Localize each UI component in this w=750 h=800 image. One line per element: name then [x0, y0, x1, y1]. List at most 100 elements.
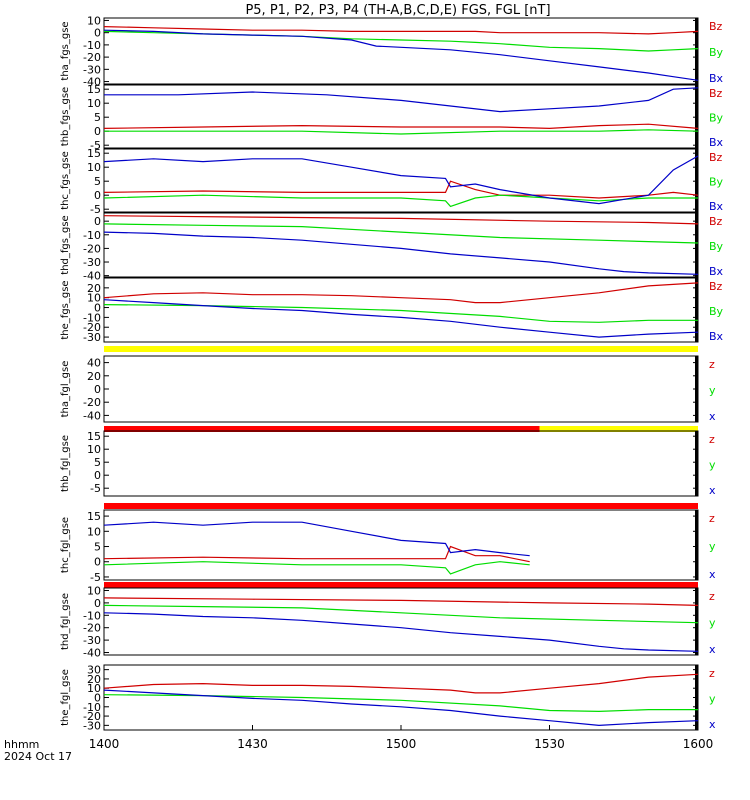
panel-frame — [103, 430, 699, 497]
legend-z: z — [709, 358, 715, 371]
panel-frame — [103, 212, 699, 278]
series-line-y — [103, 694, 698, 713]
y-tick-label: 15 — [87, 430, 101, 443]
y-tick-label: 5 — [94, 175, 101, 188]
legend-By: By — [709, 112, 724, 125]
y-tick-label: -20 — [83, 242, 101, 255]
x-axis: 1400 1430 1500 1530 1600 — [89, 725, 714, 751]
date-label: 2024 Oct 17 — [4, 750, 72, 763]
series-line-By — [103, 223, 699, 244]
y-tick-label: -10 — [83, 701, 101, 714]
y-tick-label: 20 — [87, 673, 101, 686]
y-tick-label: 10 — [87, 292, 101, 305]
legend-y: y — [709, 384, 716, 397]
series-line-Bz — [103, 26, 699, 35]
panel-ylabel: thc_fgs_gse — [60, 151, 71, 210]
legend-Bx: Bx — [709, 265, 724, 278]
legend-x: x — [709, 484, 716, 497]
y-tick-label: -20 — [83, 396, 101, 409]
series-line-Bx — [103, 29, 699, 81]
panel-frame — [103, 355, 699, 423]
legend-y: y — [709, 693, 716, 706]
y-tick-label: 10 — [87, 14, 101, 27]
panel-ylabel: the_fgs_gse — [60, 280, 71, 339]
status-bar — [104, 582, 698, 588]
y-tick-label: 10 — [87, 443, 101, 456]
y-tick-label: 20 — [87, 370, 101, 383]
y-tick-label: -10 — [83, 39, 101, 52]
series-line-x — [103, 689, 699, 727]
legend-x: x — [709, 718, 716, 731]
y-tick-label: -20 — [83, 321, 101, 334]
y-tick-label: 0 — [94, 215, 101, 228]
panel-ylabel: the_fgl_gse — [60, 669, 71, 726]
panel-edge-strip — [695, 85, 698, 148]
y-tick-label: 5 — [94, 456, 101, 469]
legend-Bx: Bx — [709, 72, 724, 85]
series-line-Bz — [103, 123, 699, 130]
x-tick-label: 1400 — [89, 737, 120, 751]
panel-frame — [103, 509, 699, 581]
y-tick-label: 0 — [94, 469, 101, 482]
y-tick-label: -40 — [83, 647, 101, 660]
panel-thc_fgl_gse: 15 10 5 0 -5 thc_fgl_gse z y x — [60, 503, 716, 584]
x-tick-label: 1530 — [534, 737, 565, 751]
panel-edge-strip — [695, 213, 698, 277]
y-tick-label: 10 — [87, 682, 101, 695]
series-line-Bx — [103, 231, 699, 275]
y-tick-label: 15 — [87, 83, 101, 96]
y-tick-label: 0 — [94, 125, 101, 138]
panel-edge-strip — [695, 588, 698, 655]
legend-x: x — [709, 410, 716, 423]
y-tick-label: -30 — [83, 256, 101, 269]
y-tick-label: -40 — [83, 270, 101, 283]
legend-By: By — [709, 240, 724, 253]
y-tick-label: 0 — [94, 556, 101, 569]
y-tick-label: 10 — [87, 584, 101, 597]
y-tick-label: -5 — [90, 203, 101, 216]
y-tick-label: 0 — [94, 189, 101, 202]
x-tick-label: 1600 — [683, 737, 714, 751]
series-line-Bz — [103, 282, 699, 304]
legend-Bz: Bz — [709, 215, 723, 228]
status-bar — [104, 346, 698, 352]
series-line-y — [103, 561, 530, 575]
y-tick-label: -20 — [83, 622, 101, 635]
y-tick-label: 15 — [87, 510, 101, 523]
series-line-By — [103, 304, 698, 323]
y-tick-label: -20 — [83, 51, 101, 64]
series-line-By — [103, 30, 699, 52]
y-tick-label: 20 — [87, 282, 101, 295]
legend-Bx: Bx — [709, 200, 724, 213]
series-line-By — [103, 194, 698, 208]
series-line-z — [103, 545, 530, 563]
panel-edge-strip — [695, 431, 698, 496]
legend-x: x — [709, 568, 716, 581]
y-tick-label: 0 — [94, 597, 101, 610]
y-tick-label: -20 — [83, 710, 101, 723]
y-tick-label: 40 — [87, 357, 101, 370]
y-tick-label: -30 — [83, 331, 101, 344]
y-tick-label: 0 — [94, 692, 101, 705]
panel-edge-strip — [695, 149, 698, 212]
y-tick-label: 0 — [94, 302, 101, 315]
y-tick-label: 0 — [94, 383, 101, 396]
legend-By: By — [709, 176, 724, 189]
x-tick-label: 1430 — [237, 737, 268, 751]
panel-ylabel: tha_fgl_gse — [60, 361, 71, 418]
panel-frame — [103, 587, 699, 656]
y-tick-label: 10 — [87, 97, 101, 110]
series-line-Bx — [103, 155, 699, 205]
legend-x: x — [709, 643, 716, 656]
legend-Bx: Bx — [709, 136, 724, 149]
panel-edge-strip — [695, 18, 698, 84]
panel-frame — [103, 148, 699, 213]
series-line-Bx — [104, 87, 699, 113]
y-tick-label: 15 — [87, 147, 101, 160]
status-bar — [539, 426, 698, 432]
legend-y: y — [709, 459, 716, 472]
legend-y: y — [709, 617, 716, 630]
panel-edge-strip — [695, 278, 698, 342]
panel-ylabel: tha_fgs_gse — [60, 21, 71, 80]
